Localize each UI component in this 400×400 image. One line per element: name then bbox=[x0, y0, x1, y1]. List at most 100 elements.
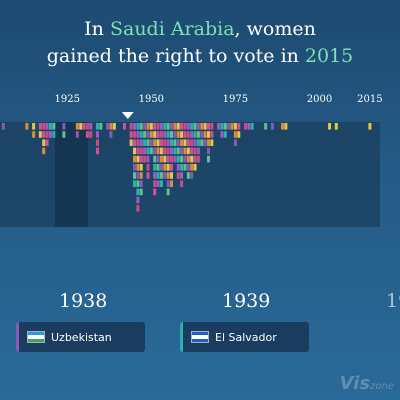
country-bar-1968-2[interactable] bbox=[210, 131, 214, 138]
country-bar-1946-9[interactable] bbox=[136, 188, 140, 196]
country-bar-1960-5[interactable] bbox=[183, 155, 187, 163]
country-bar-1959-8[interactable] bbox=[180, 180, 184, 187]
country-bar-1917-2[interactable] bbox=[38, 131, 42, 138]
country-bar-1960-2[interactable] bbox=[183, 131, 187, 138]
country-bar-1946-3[interactable] bbox=[136, 139, 140, 146]
country-bar-1928-2[interactable] bbox=[75, 131, 79, 138]
country-bar-1947-2[interactable] bbox=[139, 131, 143, 138]
country-bar-1955-2[interactable] bbox=[166, 131, 170, 138]
year-marker-triangle[interactable] bbox=[121, 112, 134, 119]
country-bar-1949-3[interactable] bbox=[146, 139, 150, 146]
country-bar-1945-8[interactable] bbox=[133, 180, 137, 187]
country-bar-1956-3[interactable] bbox=[170, 139, 173, 146]
country-bar-1915-2[interactable] bbox=[32, 131, 36, 138]
country-bar-1976-2[interactable] bbox=[237, 131, 241, 138]
country-bar-1952-6[interactable] bbox=[156, 164, 160, 171]
country-bar-1952-3[interactable] bbox=[156, 139, 160, 146]
country-bar-1946-6[interactable] bbox=[136, 164, 140, 171]
country-bar-1954-4[interactable] bbox=[163, 147, 167, 155]
country-bar-1947-4[interactable] bbox=[139, 147, 143, 155]
country-bar-1955-7[interactable] bbox=[166, 172, 170, 179]
country-bar-1952-7[interactable] bbox=[156, 172, 160, 179]
country-bar-1915-1[interactable] bbox=[32, 123, 36, 130]
country-bar-1967-5[interactable] bbox=[207, 155, 210, 163]
country-bar-1948-5[interactable] bbox=[143, 155, 147, 163]
country-bar-1962-1[interactable] bbox=[190, 123, 194, 130]
country-bar-1958-5[interactable] bbox=[176, 155, 180, 163]
country-bar-1955-6[interactable] bbox=[166, 164, 170, 171]
country-bar-1967-4[interactable] bbox=[207, 147, 210, 155]
country-bar-1961-4[interactable] bbox=[186, 147, 190, 155]
country-bar-1928-1[interactable] bbox=[75, 123, 79, 130]
country-bar-1931-1[interactable] bbox=[85, 123, 89, 130]
country-bar-1960-1[interactable] bbox=[183, 123, 187, 130]
country-bar-1958-4[interactable] bbox=[176, 147, 180, 155]
country-bar-1957-5[interactable] bbox=[173, 155, 177, 163]
country-bar-1919-1[interactable] bbox=[45, 123, 49, 130]
country-bar-1921-1[interactable] bbox=[52, 123, 56, 130]
country-bar-1963-5[interactable] bbox=[193, 155, 197, 163]
country-bar-1979-1[interactable] bbox=[247, 123, 251, 130]
country-bar-1953-3[interactable] bbox=[159, 139, 163, 146]
country-bar-1957-2[interactable] bbox=[173, 131, 177, 138]
country-bar-1935-1[interactable] bbox=[99, 123, 103, 130]
country-bar-1961-2[interactable] bbox=[186, 131, 190, 138]
country-bar-1962-2[interactable] bbox=[190, 131, 194, 138]
country-bar-1958-7[interactable] bbox=[176, 172, 180, 179]
country-bar-2003-1[interactable] bbox=[328, 123, 332, 130]
country-bar-1959-1[interactable] bbox=[180, 123, 184, 130]
country-bar-1952-2[interactable] bbox=[156, 131, 160, 138]
country-bar-1955-9[interactable] bbox=[166, 188, 170, 196]
country-bar-1958-3[interactable] bbox=[176, 139, 180, 146]
country-bar-1966-2[interactable] bbox=[203, 131, 207, 138]
country-card-el-salvador[interactable]: El Salvador bbox=[180, 322, 309, 352]
country-bar-1966-1[interactable] bbox=[203, 123, 207, 130]
country-bar-1965-2[interactable] bbox=[200, 131, 204, 138]
country-bar-1967-2[interactable] bbox=[207, 131, 210, 138]
country-bar-1947-3[interactable] bbox=[139, 139, 143, 146]
country-bar-1920-2[interactable] bbox=[48, 131, 52, 138]
country-bar-1962-4[interactable] bbox=[190, 147, 194, 155]
country-bar-1989-1[interactable] bbox=[280, 123, 284, 130]
country-bar-1956-2[interactable] bbox=[170, 131, 173, 138]
country-bar-1964-3[interactable] bbox=[196, 139, 200, 146]
country-bar-1951-1[interactable] bbox=[153, 123, 157, 130]
country-bar-1947-6[interactable] bbox=[139, 164, 143, 171]
country-bar-1949-7[interactable] bbox=[146, 172, 150, 179]
country-bar-1955-3[interactable] bbox=[166, 139, 170, 146]
country-bar-1958-1[interactable] bbox=[176, 123, 180, 130]
country-bar-1963-4[interactable] bbox=[193, 147, 197, 155]
country-bar-1964-2[interactable] bbox=[196, 131, 200, 138]
country-bar-1956-7[interactable] bbox=[170, 172, 173, 179]
country-bar-1948-1[interactable] bbox=[143, 123, 147, 130]
country-bar-1918-1[interactable] bbox=[42, 123, 46, 130]
country-bar-1952-5[interactable] bbox=[156, 155, 160, 163]
country-bar-1953-5[interactable] bbox=[159, 155, 163, 163]
country-bar-1950-1[interactable] bbox=[149, 123, 153, 130]
country-bar-1965-3[interactable] bbox=[200, 139, 204, 146]
country-bar-1918-4[interactable] bbox=[42, 147, 46, 155]
country-bar-1946-2[interactable] bbox=[136, 131, 140, 138]
country-bar-1954-3[interactable] bbox=[163, 139, 167, 146]
country-bar-1960-4[interactable] bbox=[183, 147, 187, 155]
country-bar-1954-7[interactable] bbox=[163, 172, 167, 179]
country-bar-1978-1[interactable] bbox=[243, 123, 247, 130]
country-bar-1949-2[interactable] bbox=[146, 131, 150, 138]
country-bar-1956-4[interactable] bbox=[170, 147, 173, 155]
country-bar-1959-7[interactable] bbox=[180, 172, 184, 179]
country-bar-1954-5[interactable] bbox=[163, 155, 167, 163]
country-bar-1956-5[interactable] bbox=[170, 155, 173, 163]
country-bar-1955-1[interactable] bbox=[166, 123, 170, 130]
country-bar-1957-1[interactable] bbox=[173, 123, 177, 130]
country-bar-1944-2[interactable] bbox=[129, 131, 133, 138]
country-bar-1945-4[interactable] bbox=[133, 147, 137, 155]
country-bar-1959-5[interactable] bbox=[180, 155, 184, 163]
year-marker[interactable] bbox=[121, 112, 134, 119]
country-bar-1950-4[interactable] bbox=[149, 147, 153, 155]
country-bar-1946-5[interactable] bbox=[136, 155, 140, 163]
country-bar-1938-2[interactable] bbox=[109, 131, 113, 138]
country-bar-1951-7[interactable] bbox=[153, 172, 157, 179]
country-bar-1963-3[interactable] bbox=[193, 139, 197, 146]
country-bar-1944-3[interactable] bbox=[129, 139, 133, 146]
country-bar-1946-11[interactable] bbox=[136, 205, 140, 212]
